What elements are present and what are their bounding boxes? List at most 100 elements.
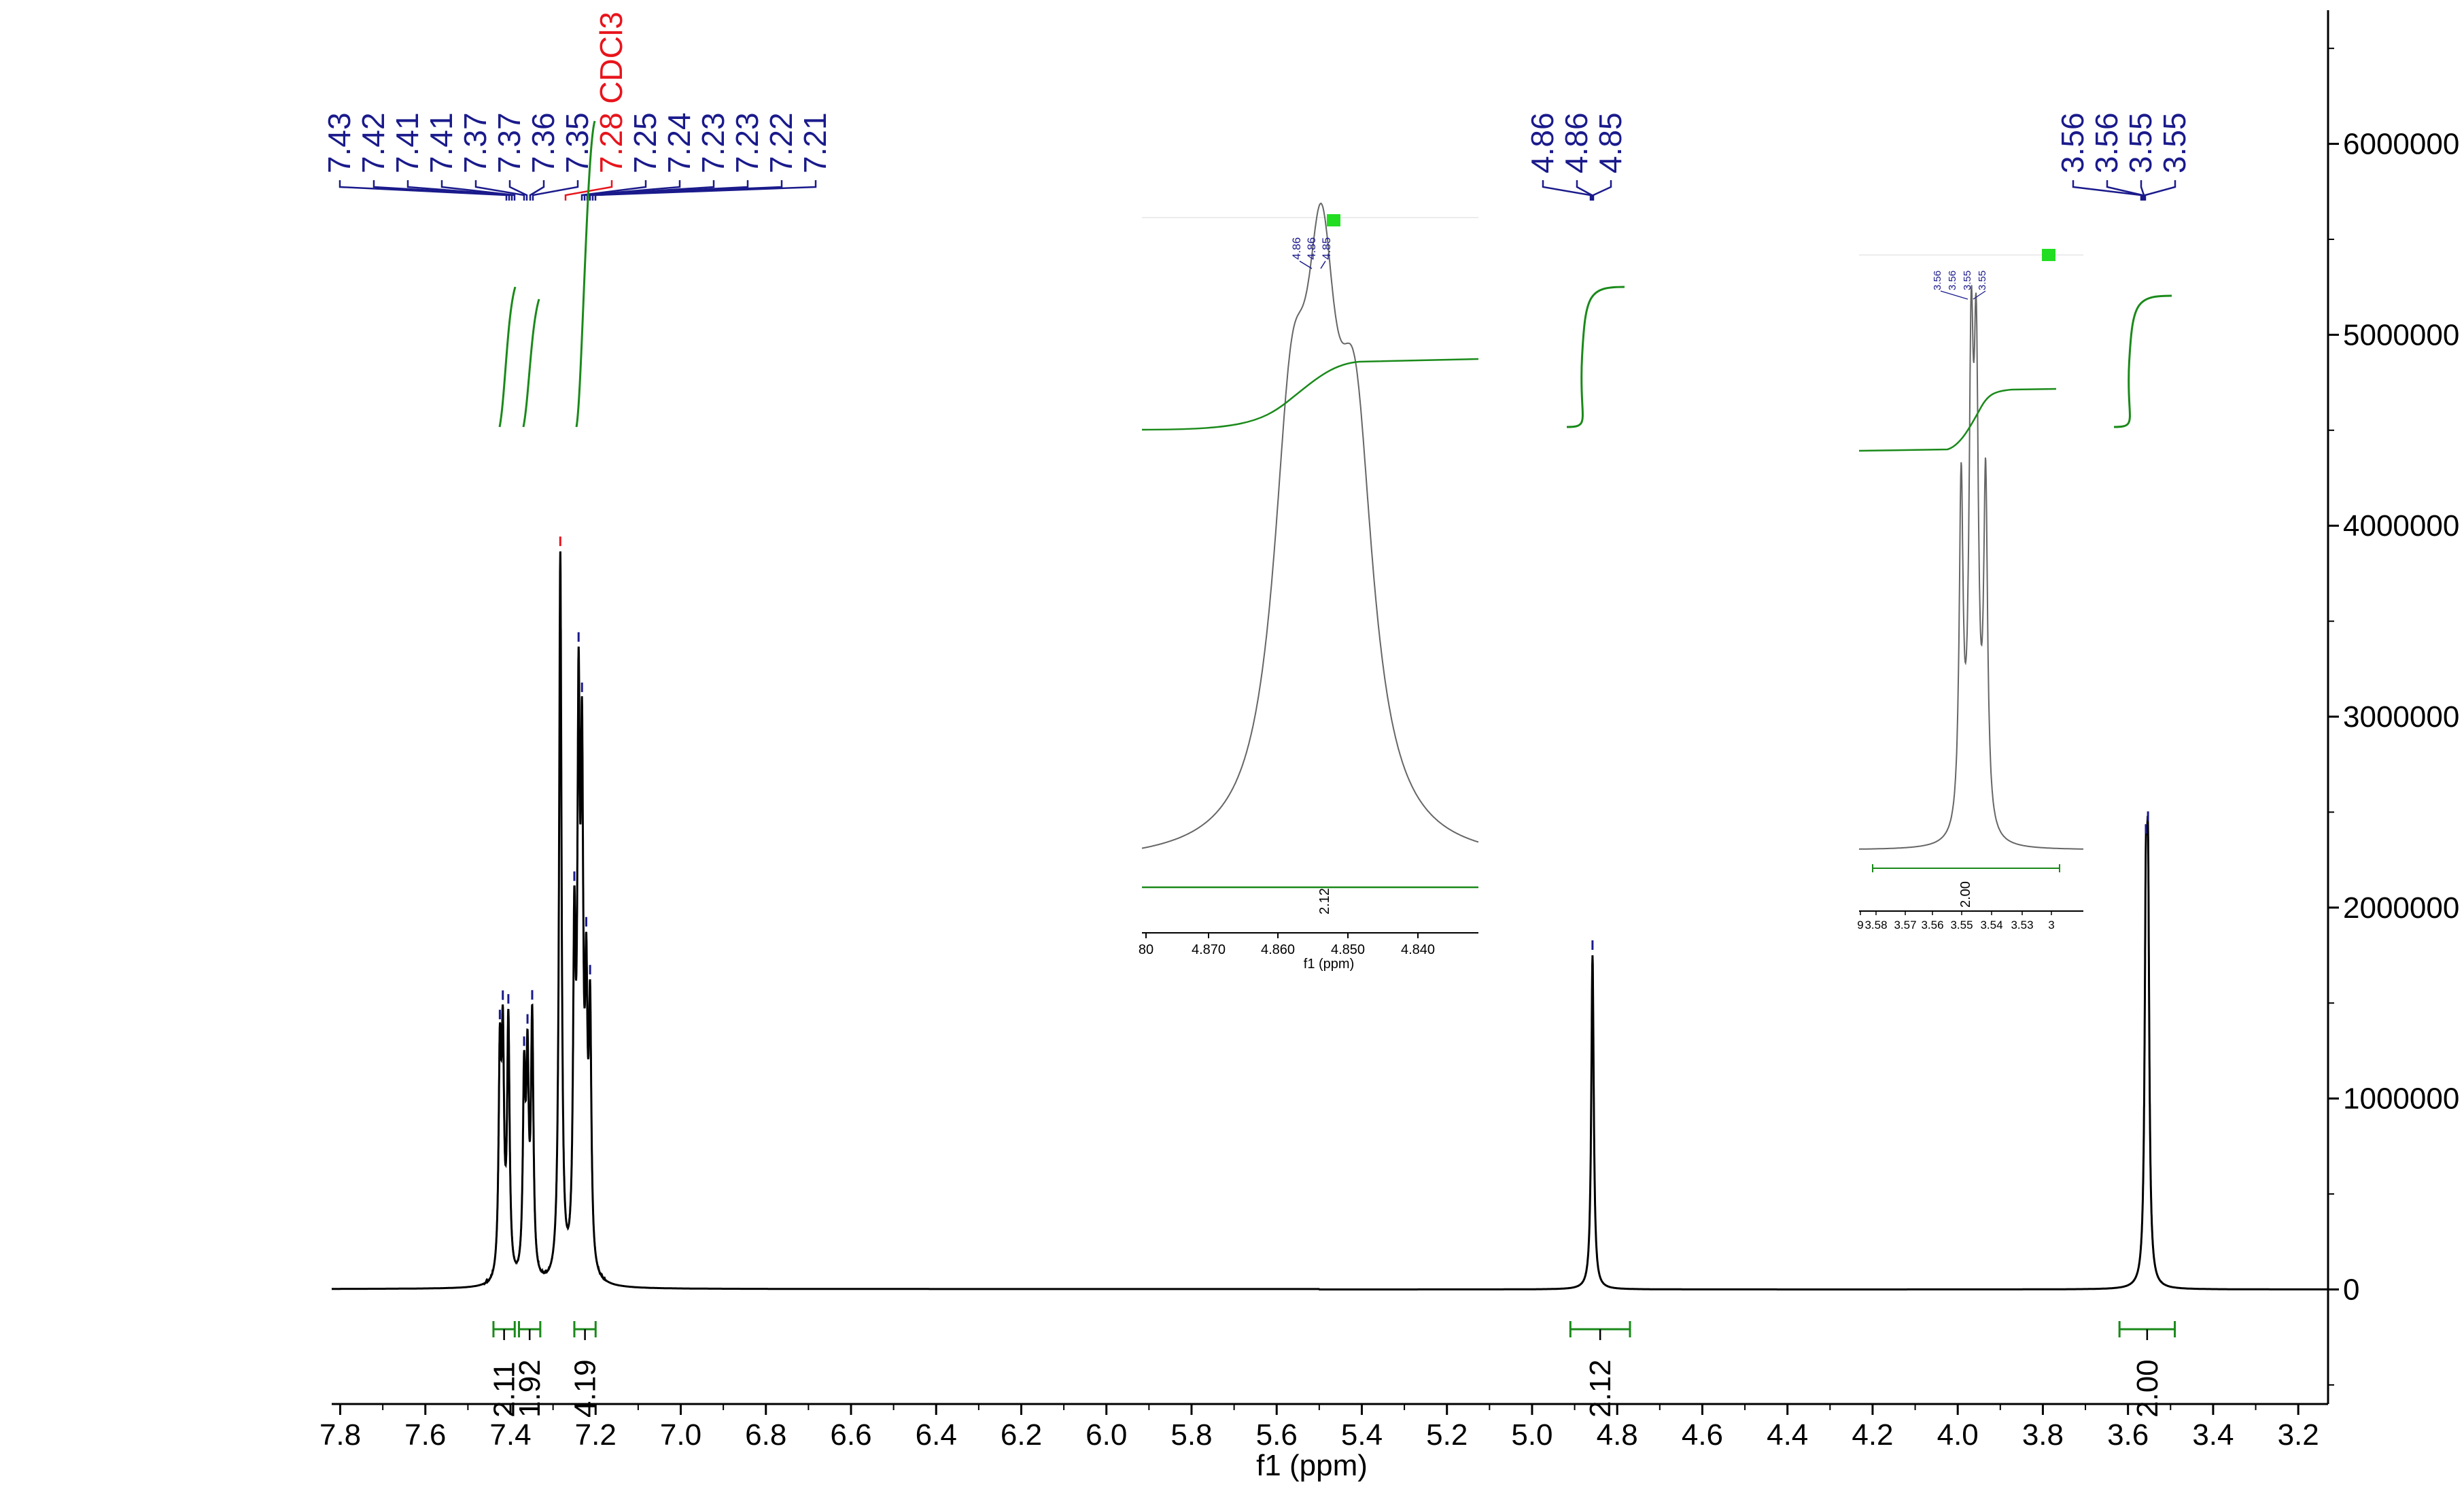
axes: 7.8 7.6 7.4 7.2 7.0 6.8 6.6 6.4 6.2 6.0 5.8 5.6 5.4 5…	[319, 10, 2459, 1482]
integral-curve	[1566, 286, 1625, 428]
peak-label-connector	[2106, 180, 2144, 201]
inset-x-tick-label: 3	[2048, 919, 2054, 931]
peak-label: 7.21	[797, 112, 833, 173]
inset-integral-curve	[1858, 388, 2057, 452]
peak-label: 7.25	[627, 112, 663, 173]
inset-spectrum-trace	[1141, 202, 1479, 849]
peak-label-connector	[406, 180, 513, 201]
spectrum	[332, 536, 2328, 1290]
inset-peak-connector	[1940, 290, 1968, 300]
peak-label: 7.36	[525, 112, 561, 173]
inset-x-tick-label: 80	[1139, 942, 1153, 957]
integral-value: 4.19	[569, 1359, 602, 1418]
integral-value: 2.12	[1584, 1359, 1617, 1418]
inset-x-tick-label: 3.56	[1921, 919, 1943, 931]
peak-label-connector	[2140, 180, 2145, 201]
integral-curve	[498, 286, 517, 428]
inset-x-title: f1 (ppm)	[1304, 957, 1354, 972]
inset-x-tick-label: 4.870	[1192, 942, 1226, 957]
inset-peak-label: 3.55	[1977, 271, 1988, 290]
inset-peak-label: 4.86	[1305, 237, 1318, 260]
inset-x-tick-label: 3.54	[1980, 919, 2002, 931]
peak-label: 7.22	[763, 112, 799, 173]
peak-label-connector	[594, 180, 817, 201]
inset-peak-label: 4.86	[1290, 237, 1303, 260]
peak-label: 7.24	[661, 112, 697, 173]
x-tick-label: 6.6	[830, 1418, 871, 1452]
x-tick-label: 6.8	[745, 1418, 786, 1452]
x-tick-label: 5.2	[1426, 1418, 1468, 1452]
x-tick-label: 7.2	[575, 1418, 617, 1452]
peak-label: 7.41	[389, 112, 425, 173]
peak-label: 3.55	[2157, 112, 2192, 173]
inset-integral-value: 2.12	[1317, 888, 1332, 914]
peak-label-connector	[1592, 180, 1612, 201]
x-tick-label: 5.8	[1170, 1418, 1212, 1452]
peak-label-connector	[508, 180, 528, 201]
x-tick-label: 3.4	[2192, 1418, 2234, 1452]
inset-peak-label: 3.56	[1947, 271, 1958, 290]
peak-label-connector	[2072, 180, 2142, 201]
inset-peak-connector	[1973, 290, 1986, 300]
peak-label: 3.56	[2055, 112, 2090, 173]
inset-x-tick-label: 4.850	[1331, 942, 1365, 957]
x-tick-label: 4.8	[1597, 1418, 1638, 1452]
x-ticks: 7.8 7.6 7.4 7.2 7.0 6.8 6.6 6.4 6.2 6.0 5.8 5.6 5.4 5…	[319, 1404, 2319, 1452]
x-tick-label: 6.0	[1086, 1418, 1127, 1452]
inset-3.56: 2.00 9 3.58 3.57 3.56 3.55 3.54 3.53 3 3.56 3.56 3.…	[1857, 249, 2083, 931]
x-tick-label: 7.8	[319, 1418, 361, 1452]
inset-x-tick-label: 9	[1857, 919, 1863, 931]
peak-label: 4.86	[1559, 112, 1594, 173]
y-tick-label: 2000000	[2343, 891, 2459, 925]
peak-label-connector	[474, 180, 525, 201]
y-tick-label: 0	[2343, 1273, 2359, 1307]
peak-label: 7.37	[491, 112, 527, 173]
peak-label: 7.35	[559, 112, 595, 173]
x-axis-title: f1 (ppm)	[1256, 1449, 1368, 1482]
inset-marker	[1327, 214, 1340, 226]
inset-peak-label: 3.56	[1932, 271, 1943, 290]
x-tick-label: 5.4	[1341, 1418, 1383, 1452]
y-tick-label: 3000000	[2343, 700, 2459, 734]
solvent-label: 7.28 CDCl3	[593, 12, 629, 173]
integral-value: 2.11	[488, 1362, 521, 1418]
peak-label: 4.86	[1525, 112, 1560, 173]
y-tick-label: 1000000	[2343, 1082, 2459, 1116]
integral-curve	[575, 120, 596, 428]
inset-peak-label: 3.55	[1962, 271, 1973, 290]
integral-curve	[522, 298, 540, 428]
y-ticks: 6000000 5000000 4000000 3000000 2000000 10000…	[2328, 48, 2459, 1386]
inset-peak-connector	[1299, 260, 1313, 269]
inset-x-tick-label: 4.840	[1401, 942, 1435, 957]
integral-value: 1.92	[513, 1359, 546, 1418]
inset-marker	[2042, 249, 2055, 261]
inset-integral-curve	[1141, 358, 1479, 431]
x-tick-label: 4.4	[1767, 1418, 1808, 1452]
y-tick-label: 6000000	[2343, 128, 2459, 161]
peak-label: 7.23	[729, 112, 765, 173]
peak-label-connector	[2144, 180, 2176, 201]
x-tick-label: 4.0	[1937, 1418, 1979, 1452]
peak-label: 7.37	[457, 112, 493, 173]
peak-label-connector	[529, 180, 545, 201]
peak-label: 3.55	[2123, 112, 2158, 173]
inset-peak-label: 4.85	[1320, 237, 1333, 260]
inset-x-tick-label: 3.53	[2011, 919, 2033, 931]
peak-label: 7.23	[695, 112, 731, 173]
integral-value: 2.00	[2131, 1359, 2164, 1418]
x-tick-label: 4.6	[1682, 1418, 1723, 1452]
peak-label-connector	[372, 180, 510, 201]
inset-spectrum-trace	[1859, 285, 2083, 850]
x-tick-label: 7.4	[489, 1418, 531, 1452]
inset-integral-value: 2.00	[1958, 881, 1973, 908]
x-tick-label: 5.6	[1256, 1418, 1298, 1452]
spectrum-trace	[332, 551, 2328, 1290]
peak-label-connector	[583, 180, 681, 201]
x-tick-label: 5.0	[1511, 1418, 1552, 1452]
peak-label: 7.42	[355, 112, 391, 173]
x-tick-label: 3.6	[2107, 1418, 2149, 1452]
inset-x-tick-label: 4.860	[1261, 942, 1295, 957]
x-tick-label: 6.2	[1001, 1418, 1042, 1452]
